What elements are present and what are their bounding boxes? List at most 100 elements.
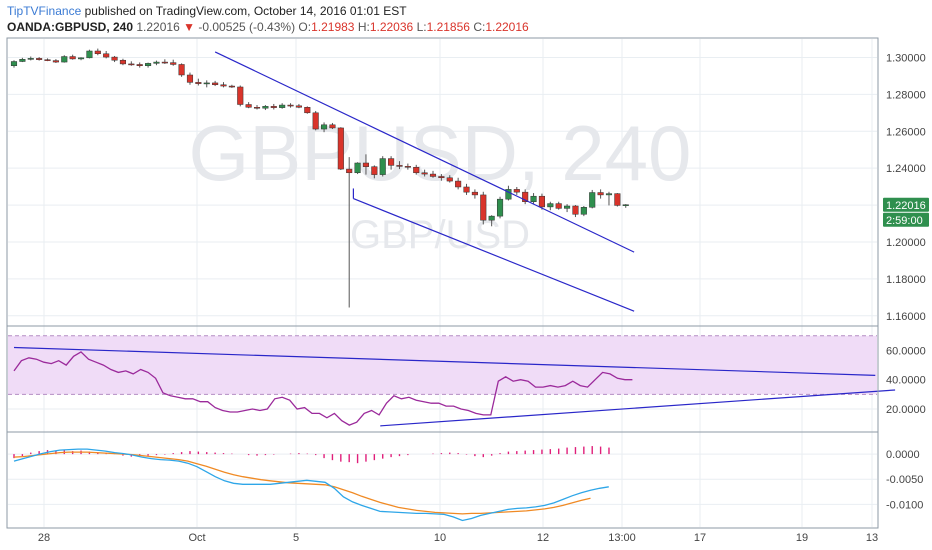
candle-down (44, 59, 51, 61)
candle-down (362, 162, 370, 167)
candle-up (530, 195, 537, 202)
candle-up (86, 50, 93, 59)
price-tick-label: 1.24000 (886, 163, 926, 175)
candle-up (279, 104, 286, 108)
candle-down (94, 50, 101, 55)
candle-down (438, 176, 445, 179)
macd-tick-label: -0.0050 (886, 474, 923, 486)
last-price: 1.22016 (136, 20, 180, 34)
candle-down (237, 86, 244, 105)
candle-up (605, 193, 613, 196)
candle-down (103, 53, 110, 58)
candle-up (61, 56, 68, 63)
candle-down (597, 192, 604, 196)
price-tick-label: 1.28000 (886, 89, 926, 101)
rsi-line (13, 351, 633, 426)
candle-down (220, 84, 227, 87)
candle-down (161, 61, 168, 64)
candle-up (354, 162, 361, 174)
candle-down (396, 165, 403, 167)
grid-lines (8, 39, 877, 527)
x-tick-label: 10 (434, 532, 446, 544)
candle-up (262, 106, 269, 109)
x-tick-label: Oct (188, 532, 205, 544)
rsi-tick-label: 60.0000 (886, 345, 926, 357)
candle-down (614, 193, 621, 206)
candles (10, 48, 635, 312)
high-label: H: (357, 20, 370, 34)
price-trendline (214, 51, 635, 253)
candle-up (19, 59, 26, 62)
candle-down (287, 104, 294, 107)
publisher-link[interactable]: TipTVFinance (7, 4, 82, 18)
candle-down (522, 191, 529, 202)
close-value: 1.22016 (485, 20, 529, 34)
candle-down (36, 58, 43, 60)
rsi-trendline (380, 389, 896, 427)
candle-down (555, 203, 562, 209)
candle-down (572, 205, 579, 215)
candle-up (153, 61, 160, 64)
macd-pane (13, 446, 610, 522)
price-tick-label: 1.16000 (886, 311, 926, 323)
x-axis: 28 Oct 5 10 12 13:00 17 19 13 (38, 532, 878, 544)
rsi-tick-label: 40.0000 (886, 375, 926, 387)
candle-down (270, 106, 277, 108)
candle-down (388, 158, 395, 166)
candle-down (253, 107, 261, 109)
candle-up (27, 58, 34, 60)
countdown-label: 2:59:00 (886, 215, 923, 227)
last-price-tag-bg (883, 197, 929, 212)
watermark-pair: GBP/USD (350, 213, 530, 257)
publish-line: TipTVFinance published on TradingView.co… (7, 4, 407, 18)
candle-up (580, 207, 587, 215)
x-tick-label: 5 (293, 532, 299, 544)
candle-down (413, 166, 420, 174)
candle-down (178, 64, 185, 76)
rsi-tick-label: 20.0000 (886, 404, 926, 416)
macd-pane-frame (6, 431, 879, 529)
macd-tick-label: 0.0000 (886, 449, 920, 461)
x-tick-label: 28 (38, 532, 50, 544)
change-value: -0.00525 (-0.43%) (198, 20, 296, 34)
candle-up (145, 63, 152, 67)
ohlc-line: OANDA:GBPUSD, 240 1.22016 ▼ -0.00525 (-0… (7, 20, 529, 34)
candle-up (547, 203, 554, 208)
watermark: GBPUSD, 240 GBP/USD (189, 109, 692, 257)
macd-line (13, 448, 609, 522)
candle-up (496, 198, 504, 217)
candle-down (446, 177, 453, 182)
open-value: 1.21983 (311, 20, 355, 34)
rsi-band (8, 335, 877, 395)
symbol-label: OANDA:GBPUSD, 240 (7, 20, 134, 34)
macd-tick-label: -0.0100 (886, 499, 923, 511)
candle-down (119, 59, 126, 65)
candle-down (195, 82, 202, 84)
candle-down (346, 168, 353, 174)
candle-down (170, 62, 177, 65)
x-tick-label: 17 (694, 532, 706, 544)
x-tick-label: 13 (866, 532, 878, 544)
candle-down (371, 166, 378, 175)
high-value: 1.22036 (369, 20, 414, 34)
price-tick-label: 1.30000 (886, 52, 926, 64)
candle-down (538, 195, 545, 208)
price-tick-label: 1.18000 (886, 274, 926, 286)
candle-down (295, 105, 302, 108)
published-text: published on TradingView.com, October 14… (84, 4, 407, 18)
change-arrow-icon: ▼ (183, 20, 195, 34)
candle-down (421, 172, 428, 175)
pane-frames (6, 37, 879, 529)
open-label: O: (298, 20, 312, 34)
candle-up (379, 158, 386, 175)
candle-down (136, 64, 143, 67)
rsi-pane (13, 346, 896, 427)
rsi-trendline (13, 346, 876, 376)
candle-down (228, 85, 235, 88)
candle-down (111, 56, 118, 61)
candle-down (455, 180, 462, 188)
candle-down (304, 107, 311, 114)
watermark-symbol: GBPUSD, 240 (189, 109, 692, 197)
candle-up (589, 192, 596, 208)
